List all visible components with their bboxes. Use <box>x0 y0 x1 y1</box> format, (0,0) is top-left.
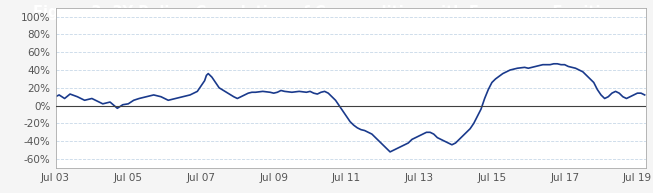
Text: Figure 3: 3Y Roling Correlation of Commodities with European Equities: Figure 3: 3Y Roling Correlation of Commo… <box>33 5 620 20</box>
